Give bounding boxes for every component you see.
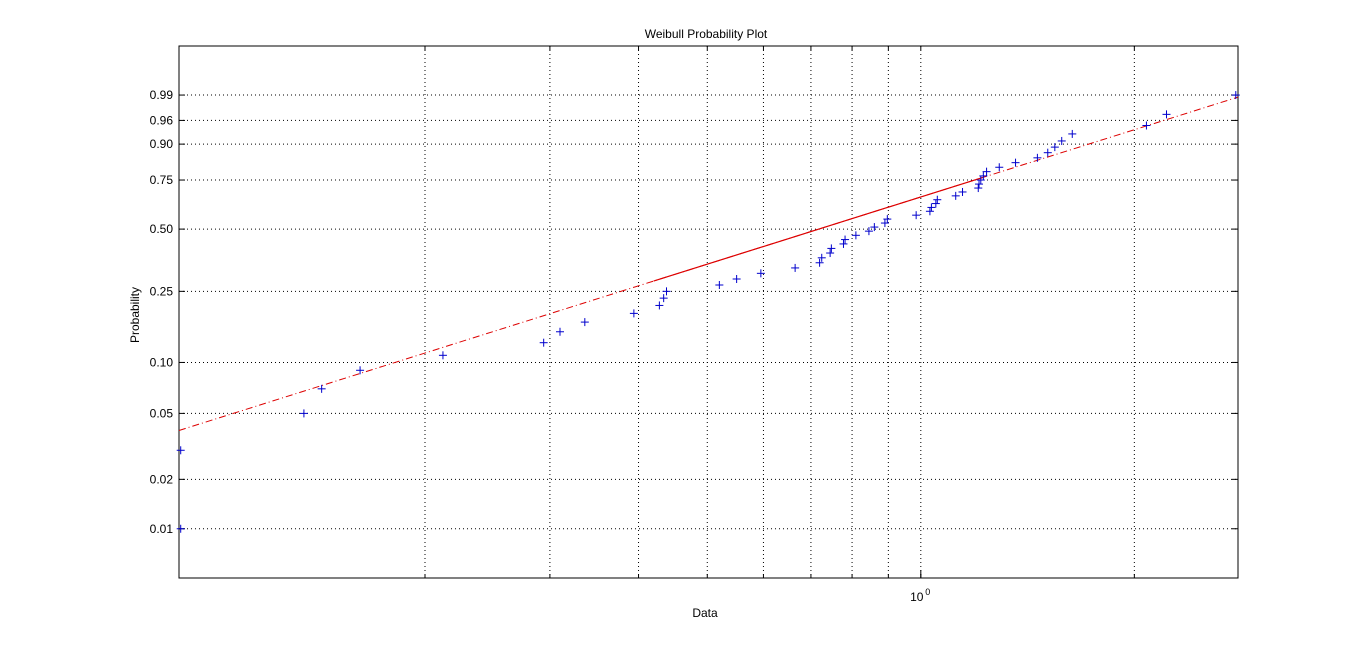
- axis-ticks: [179, 46, 1238, 578]
- data-point-plus-marker: [925, 207, 934, 216]
- y-tick-label: 0.25: [150, 284, 174, 298]
- data-point-plus-marker: [841, 235, 850, 244]
- data-point-plus-marker: [299, 409, 308, 418]
- y-tick-label: 0.02: [150, 472, 174, 486]
- data-point-plus-marker: [756, 269, 765, 278]
- y-tick-label: 0.05: [150, 406, 174, 420]
- x-tick-label-exponent: 0: [925, 587, 930, 597]
- data-point-plus-marker: [827, 244, 836, 253]
- data-point-plus-marker: [1162, 110, 1171, 119]
- data-point-plus-marker: [927, 203, 936, 212]
- x-tick-label: 10: [910, 590, 924, 604]
- data-point-plus-marker: [1068, 129, 1077, 138]
- data-point-plus-marker: [317, 384, 326, 393]
- data-point-plus-marker: [1142, 121, 1151, 130]
- y-tick-label: 0.10: [150, 355, 174, 369]
- data-point-plus-marker: [1231, 91, 1240, 100]
- data-point-plus-marker: [1011, 158, 1020, 167]
- data-point-plus-marker: [912, 211, 921, 220]
- data-point-plus-marker: [659, 294, 668, 303]
- y-tick-label: 0.50: [150, 222, 174, 236]
- data-point-plus-marker: [839, 239, 848, 248]
- y-tick-label: 0.96: [150, 113, 174, 127]
- grid-lines: [179, 46, 1238, 578]
- data-point-plus-marker: [732, 274, 741, 283]
- data-point-plus-marker: [979, 171, 988, 180]
- fit-line-dashdot: [178, 96, 1239, 431]
- data-point-plus-marker: [883, 215, 892, 224]
- y-tick-labels: 0.01 0.02 0.05 0.10 0.25 0.50 0.75 0.90 0.96 0.99: [150, 88, 174, 536]
- data-point-plus-marker: [791, 263, 800, 272]
- data-point-plus-marker: [1033, 153, 1042, 162]
- data-point-plus-marker: [864, 227, 873, 236]
- data-point-plus-marker: [1057, 136, 1066, 145]
- data-point-plus-marker: [1043, 148, 1052, 157]
- data-point-plus-marker: [1050, 143, 1059, 152]
- data-point-plus-marker: [995, 163, 1004, 172]
- y-axis-label: Probability: [128, 287, 142, 343]
- fit-line-solid: [653, 177, 983, 282]
- fit-line-group: [178, 96, 1239, 431]
- data-point-plus-marker: [817, 253, 826, 262]
- data-point-plus-marker: [556, 327, 565, 336]
- axes-box: [178, 45, 1239, 579]
- y-tick-label: 0.75: [150, 173, 174, 187]
- data-point-plus-marker: [655, 301, 664, 310]
- data-point-plus-marker: [958, 187, 967, 196]
- data-point-plus-marker: [539, 338, 548, 347]
- chart-title: Weibull Probability Plot: [645, 27, 768, 41]
- data-points: [176, 91, 1240, 533]
- data-point-plus-marker: [870, 223, 879, 232]
- data-point-plus-marker: [982, 167, 991, 176]
- y-tick-label: 0.01: [150, 522, 174, 536]
- data-point-plus-marker: [815, 258, 824, 267]
- data-point-plus-marker: [715, 280, 724, 289]
- data-point-plus-marker: [629, 309, 638, 318]
- data-point-plus-marker: [356, 366, 365, 375]
- data-point-plus-marker: [580, 318, 589, 327]
- x-tick-labels: 10 0: [910, 587, 930, 604]
- data-point-plus-marker: [851, 231, 860, 240]
- data-point-plus-marker: [951, 191, 960, 200]
- data-point-plus-marker: [438, 351, 447, 360]
- data-point-plus-marker: [975, 180, 984, 189]
- data-point-plus-marker: [976, 176, 985, 185]
- data-point-plus-marker: [176, 524, 185, 533]
- y-tick-label: 0.99: [150, 88, 174, 102]
- data-point-plus-marker: [176, 446, 185, 455]
- data-point-plus-marker: [974, 184, 983, 193]
- data-point-plus-marker: [933, 195, 942, 204]
- data-point-plus-marker: [931, 199, 940, 208]
- data-point-plus-marker: [662, 287, 671, 296]
- x-axis-label: Data: [692, 606, 718, 620]
- data-point-plus-marker: [826, 249, 835, 258]
- y-tick-label: 0.90: [150, 137, 174, 151]
